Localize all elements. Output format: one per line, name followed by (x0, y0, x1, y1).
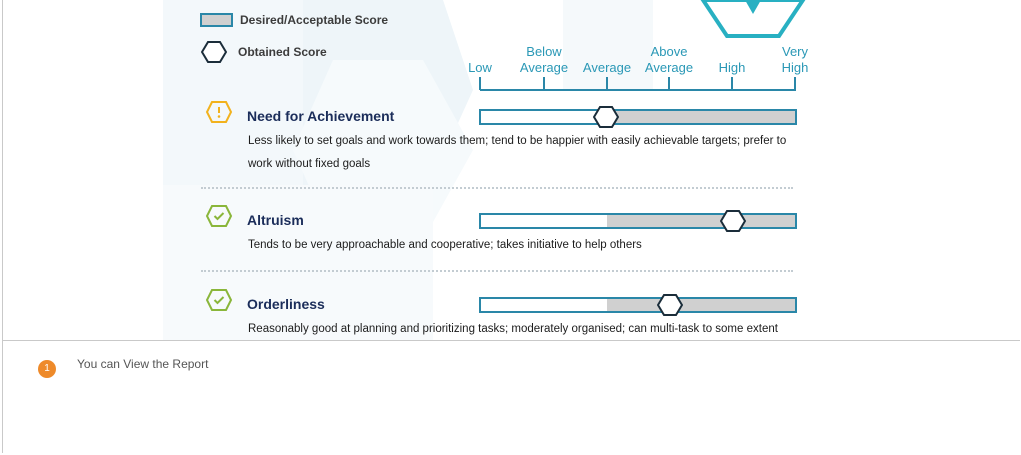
trait-description: Reasonably good at planning and prioriti… (248, 323, 778, 335)
scale-label: High (692, 44, 772, 76)
check-icon (205, 205, 233, 227)
step-instruction-text: You can View the Report (77, 357, 209, 371)
trait-description: Tends to be very approachable and cooper… (248, 239, 642, 251)
trait-divider (201, 187, 793, 189)
trait-divider (201, 270, 793, 272)
scale-label: Low (440, 44, 520, 76)
trait-description: Less likely to set goals and work toward… (248, 135, 787, 170)
trait-title: Orderliness (247, 296, 325, 312)
scale-label-line2: High (718, 60, 746, 75)
obtained-score-marker (593, 106, 620, 128)
obtained-score-hexagon-icon (201, 41, 227, 63)
desired-score-legend-label: Desired/Acceptable Score (240, 13, 389, 27)
scale-label: Average (567, 44, 647, 76)
scale-label: Very High (755, 44, 835, 76)
desired-score-range (606, 299, 795, 311)
scale-label-line2: Low (468, 60, 492, 75)
score-bar (479, 297, 797, 313)
scale-label-line1: Very (781, 44, 808, 59)
obtained-score-marker (656, 294, 683, 316)
instruction-footer: 1 You can View the Report (3, 340, 1020, 453)
scale-label-line2: High (781, 60, 809, 75)
scale-label-line1: Below (526, 44, 562, 59)
warning-icon (205, 101, 233, 123)
desired-score-swatch (200, 13, 233, 27)
obtained-score-marker (720, 210, 747, 232)
score-scale-axis (479, 77, 796, 91)
desired-score-range (606, 215, 795, 227)
scale-label-line1: Above (650, 44, 688, 59)
scale-label: Above Average (629, 44, 709, 76)
scale-label-line2: Average (644, 60, 694, 75)
desired-score-range (606, 111, 795, 123)
score-bar (479, 109, 797, 125)
step-number-badge: 1 (38, 360, 56, 378)
scale-label: Below Average (504, 44, 584, 76)
scale-label-line2: Average (519, 60, 569, 75)
obtained-score-legend-label: Obtained Score (238, 45, 327, 59)
check-icon (205, 289, 233, 311)
trait-title: Altruism (247, 212, 304, 228)
report-preview: Desired/Acceptable Score Obtained Score … (3, 0, 1020, 340)
score-bar (479, 213, 797, 229)
trait-title: Need for Achievement (247, 108, 395, 124)
scale-label-line2: Average (582, 60, 632, 75)
